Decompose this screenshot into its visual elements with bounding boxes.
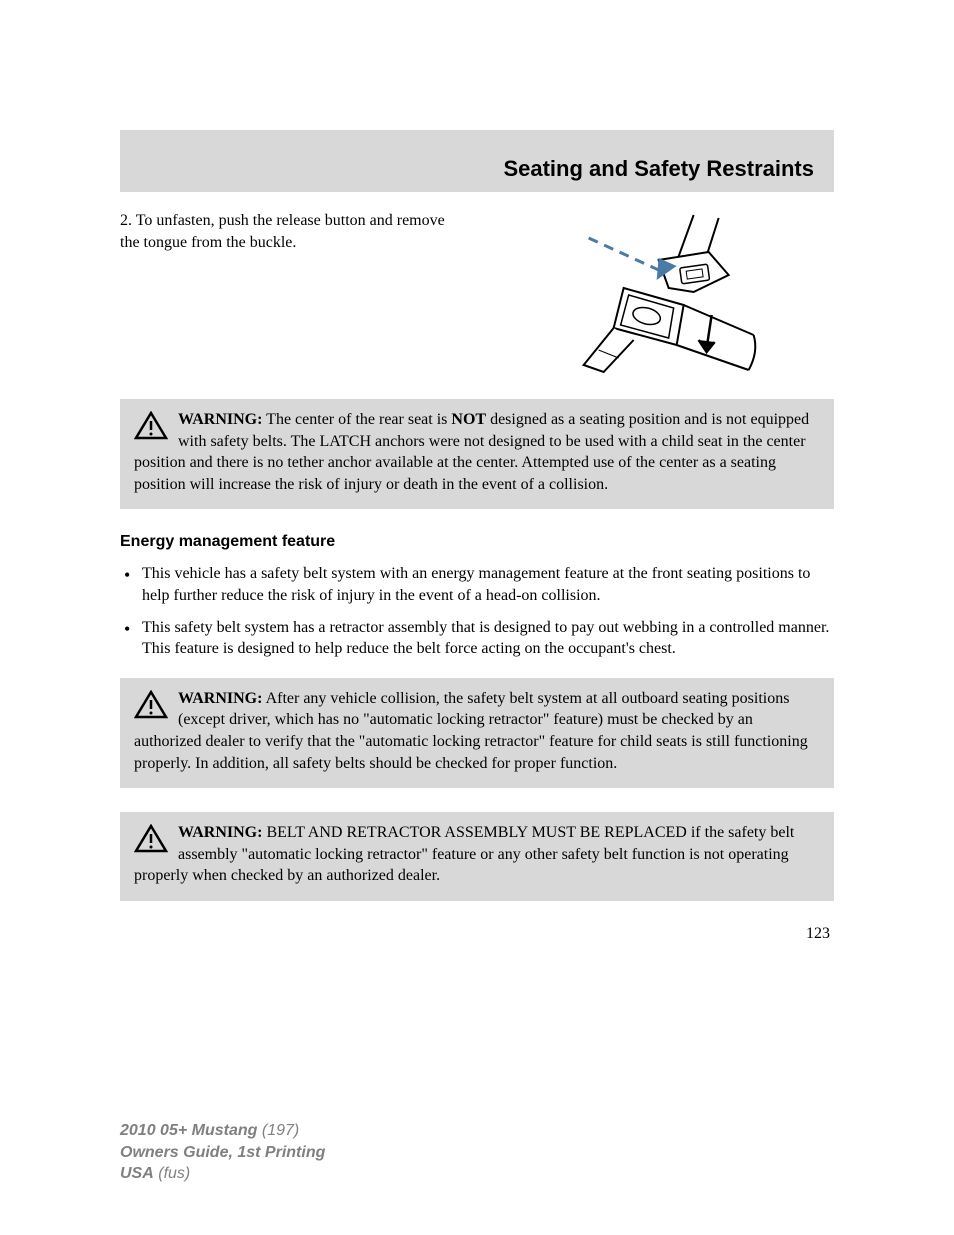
footer-model: 2010 05+ Mustang [120,1122,257,1139]
warning-label: WARNING: [178,411,262,428]
footer-region-code: (fus) [158,1165,190,1182]
page-number: 123 [120,925,834,943]
warning-box-retractor: WARNING: BELT AND RETRACTOR ASSEMBLY MUS… [120,812,834,901]
subsection-title: Energy management feature [120,533,834,551]
list-item: This vehicle has a safety belt system wi… [120,563,834,606]
warning-box-rear-seat: WARNING: The center of the rear seat is … [120,399,834,509]
instruction-row: 2. To unfasten, push the release button … [120,210,834,375]
footer: 2010 05+ Mustang (197) Owners Guide, 1st… [120,1120,325,1185]
section-title: Seating and Safety Restraints [140,156,814,182]
warning-box-collision: WARNING: After any vehicle collision, th… [120,678,834,788]
warning-triangle-icon [134,690,168,727]
seatbelt-diagram [483,210,834,375]
bullet-list: This vehicle has a safety belt system wi… [120,563,834,659]
warning-triangle-icon [134,824,168,861]
section-header: Seating and Safety Restraints [120,130,834,192]
footer-model-code: (197) [262,1122,299,1139]
footer-region: USA [120,1165,154,1182]
instruction-text: 2. To unfasten, push the release button … [120,210,463,375]
warning-triangle-icon [134,411,168,448]
warning-text-before: The center of the rear seat is [262,411,451,428]
warning-label: WARNING: [178,690,262,707]
footer-guide: Owners Guide, 1st Printing [120,1142,325,1164]
warning-not-word: NOT [451,411,486,428]
warning-label: WARNING: [178,824,262,841]
list-item: This safety belt system has a retractor … [120,617,834,660]
